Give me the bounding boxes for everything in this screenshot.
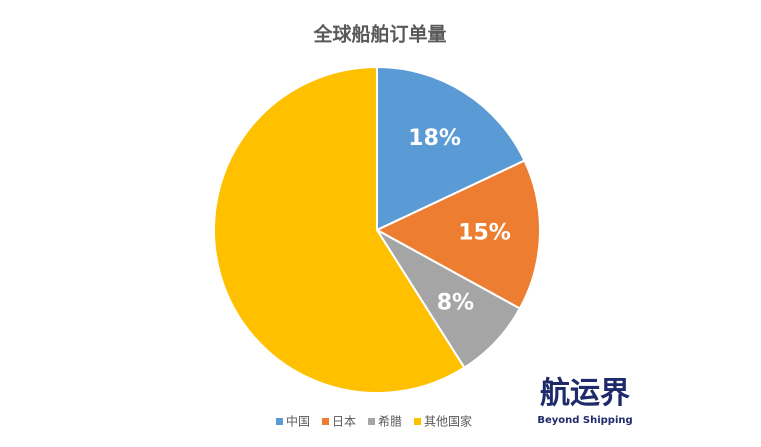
data-label: 15% bbox=[458, 220, 511, 245]
legend-label: 中国 bbox=[286, 414, 310, 429]
legend-label: 日本 bbox=[332, 415, 356, 429]
legend-swatch bbox=[321, 418, 329, 425]
pie-slice bbox=[213, 65, 466, 394]
legend-label: 其他国家 bbox=[424, 414, 472, 429]
pie-slice bbox=[376, 65, 526, 232]
legend-swatch bbox=[368, 418, 375, 425]
pie-slice bbox=[374, 159, 541, 310]
watermark-subtitle: Beyond Shipping bbox=[537, 415, 632, 426]
data-label: 8% bbox=[437, 291, 474, 316]
chart-title: 全球船舶订单量 bbox=[312, 23, 446, 46]
legend-label: 希腊 bbox=[378, 414, 402, 429]
watermark-title: 航运界 bbox=[540, 376, 630, 411]
legend-swatch bbox=[275, 418, 283, 425]
legend-swatch bbox=[414, 418, 422, 425]
data-label: 18% bbox=[408, 126, 461, 151]
